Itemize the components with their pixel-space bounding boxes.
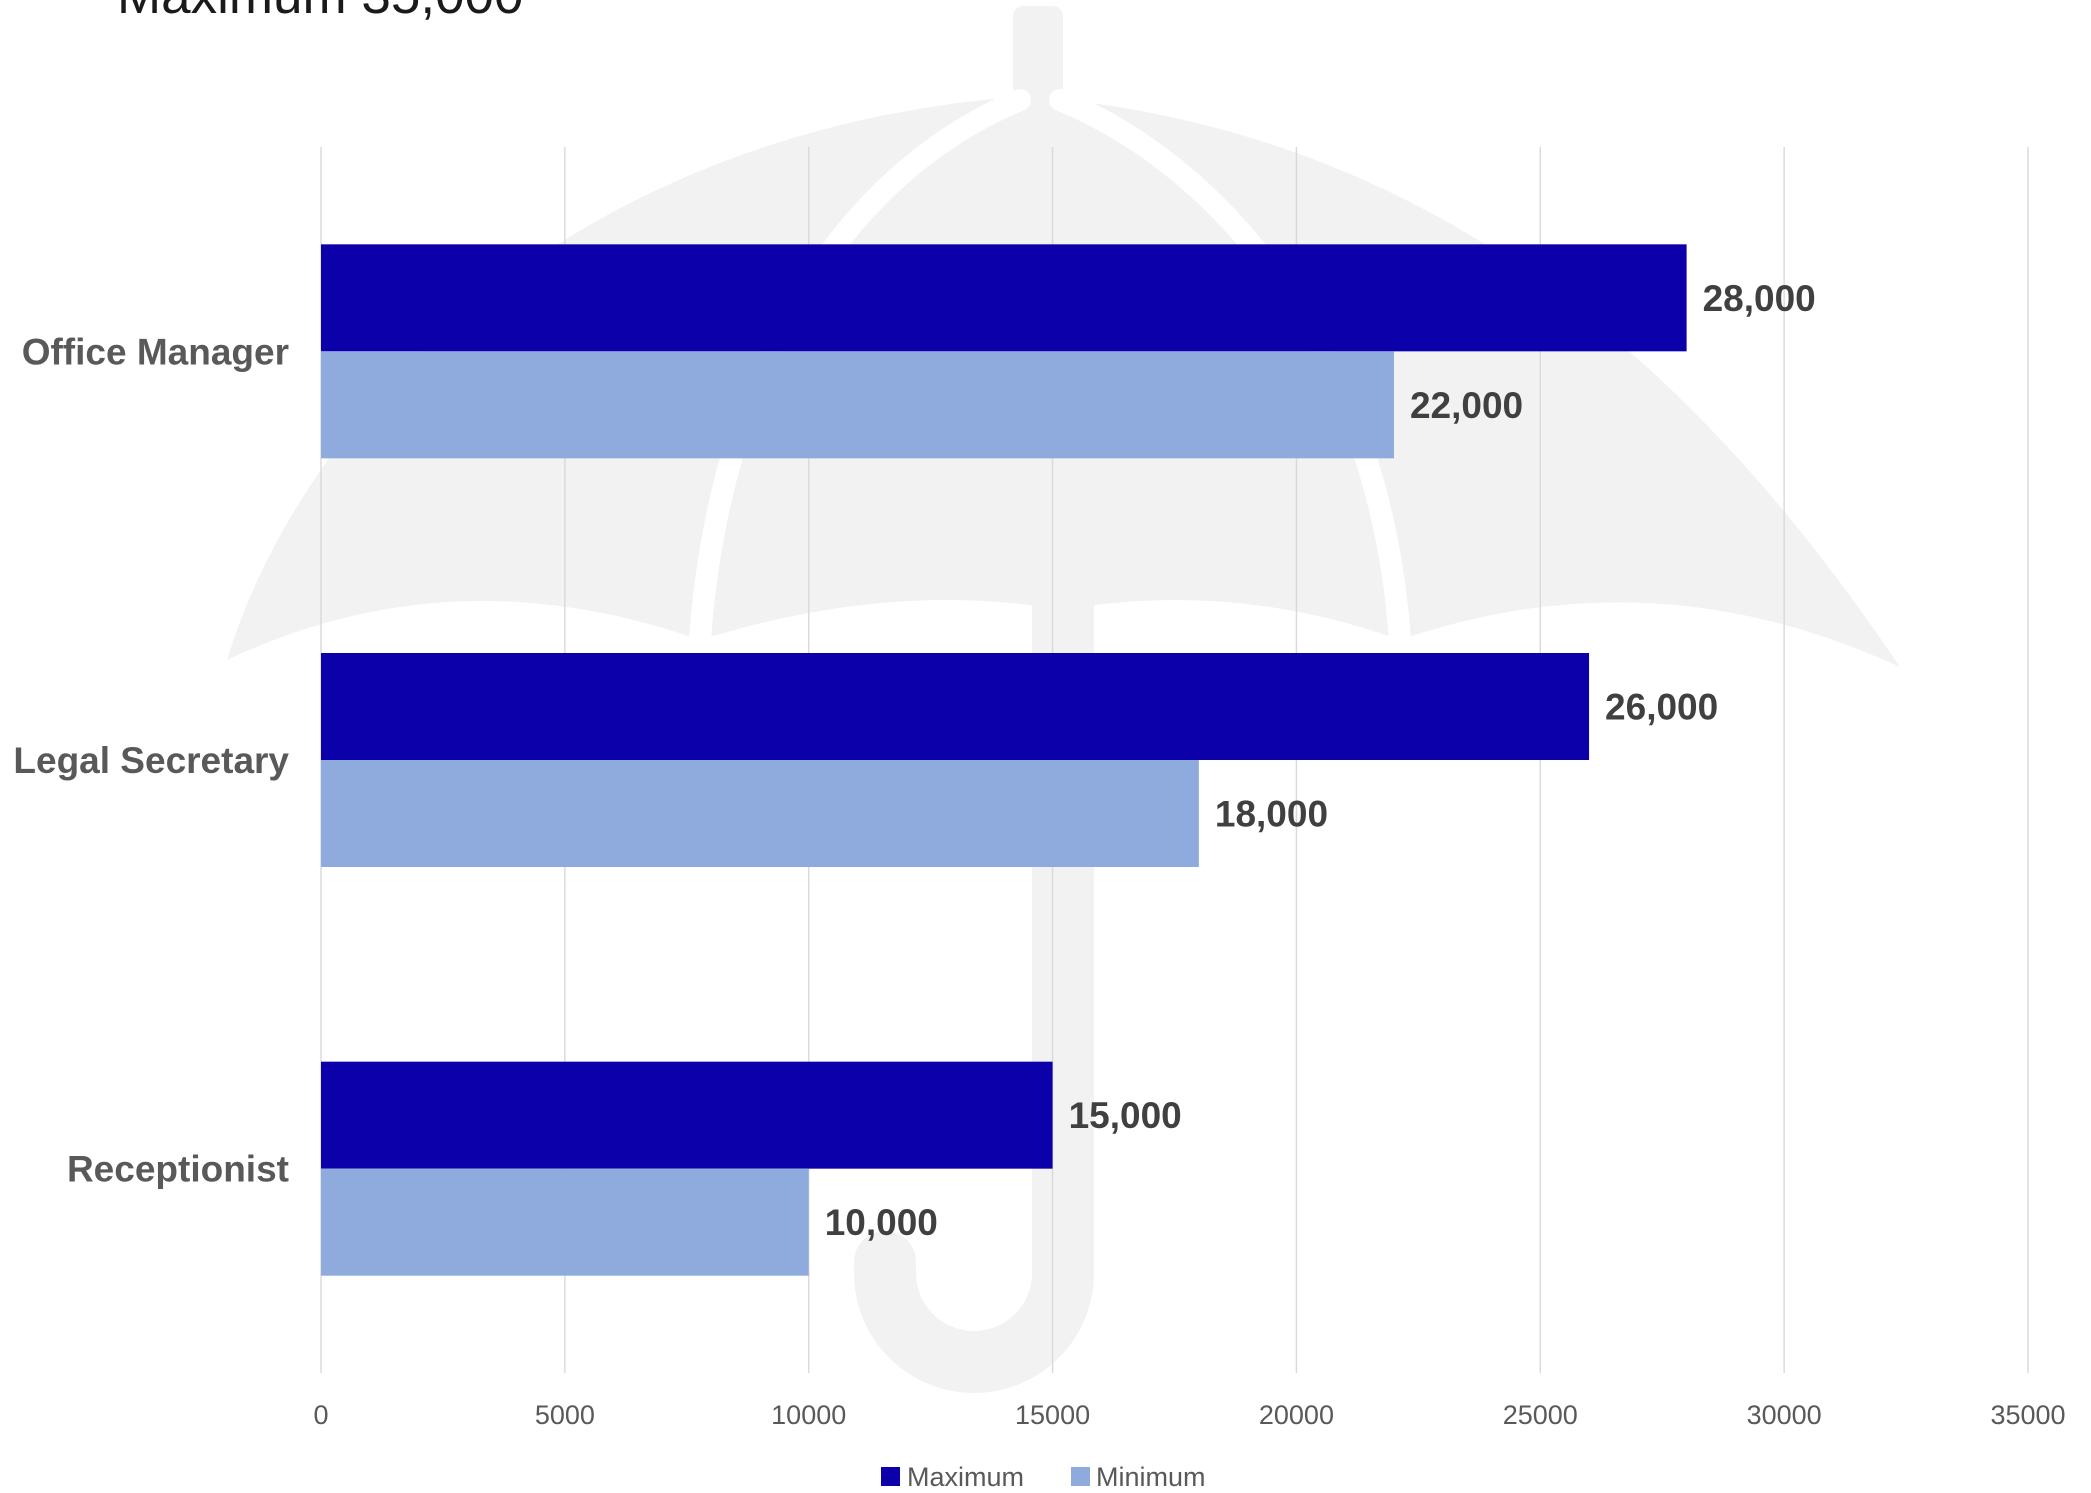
data-label: 18,000 [1215,794,1328,835]
x-tick-label: 25000 [1503,1400,1578,1430]
category-label: Office Manager [22,331,289,372]
bars [321,244,1687,1276]
category-label: Receptionist [67,1149,289,1190]
data-label: 10,000 [825,1202,938,1243]
bar-maximum [321,653,1590,760]
umbrella-tip [1013,6,1063,106]
umbrella-handle [854,569,1094,1393]
bar-minimum [321,1168,809,1276]
x-tick-label: 20000 [1259,1400,1334,1430]
data-label: 28,000 [1703,278,1816,319]
x-tick-label: 0 [313,1400,328,1430]
data-label: 26,000 [1605,687,1718,728]
bar-maximum [321,244,1687,352]
legend-swatch-minimum [1071,1467,1090,1486]
bar-minimum [321,351,1394,459]
x-tick-label: 35000 [1990,1400,2065,1430]
legend-label-maximum: Maximum [907,1462,1024,1492]
legend-label-minimum: Minimum [1096,1462,1206,1492]
labels: 0 5000 10000 15000 20000 25000 30000 35000 Offic… [13,278,2065,1430]
category-label: Legal Secretary [13,740,289,781]
legend: Maximum Minimum [881,1462,1206,1492]
data-label: 15,000 [1069,1095,1182,1136]
data-label: 22,000 [1410,385,1523,426]
x-tick-label: 5000 [535,1400,595,1430]
x-tick-label: 15000 [1015,1400,1090,1430]
x-tick-label: 10000 [771,1400,846,1430]
legend-item-maximum: Maximum [881,1462,1024,1492]
bar-maximum [321,1061,1053,1169]
legend-item-minimum: Minimum [1071,1462,1206,1492]
page-title: Maximum 35,000 [117,0,524,25]
x-tick-label: 30000 [1747,1400,1822,1430]
bar-minimum [321,760,1199,867]
legend-swatch-maximum [881,1467,900,1486]
